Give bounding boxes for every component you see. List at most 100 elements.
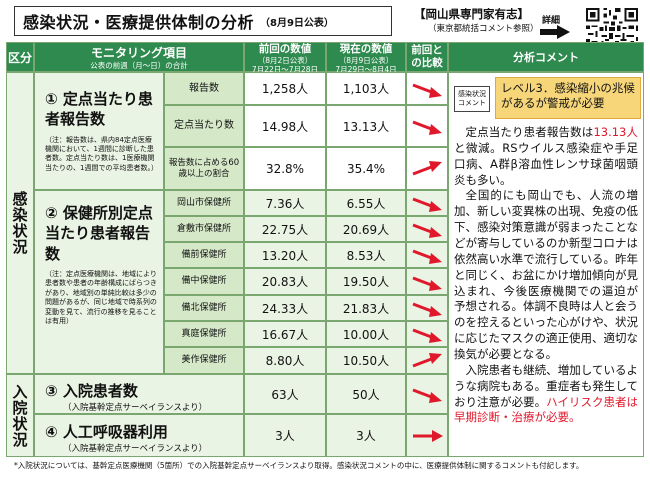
hc-row-trend bbox=[406, 190, 448, 216]
trend-down-arrow-icon bbox=[412, 302, 442, 317]
item3-cell: ③ 入院患者数 （入院基幹定点サーベイランスより） bbox=[34, 374, 244, 414]
row3-trend bbox=[406, 147, 448, 190]
col-header-curr-date: （8月9日公表） bbox=[338, 55, 394, 65]
trend-up-arrow-icon bbox=[412, 160, 442, 175]
page-title-box: 感染状況・医療提供体制の分析 （8月9日公表） bbox=[14, 6, 392, 36]
publish-date: （8月9日公表） bbox=[260, 17, 334, 29]
hc-row-curr: 21.83人 bbox=[326, 295, 406, 321]
analysis-comment-cell bbox=[448, 72, 644, 457]
trend-flat-arrow-icon bbox=[413, 429, 443, 442]
hc-row-prev: 7.36人 bbox=[244, 190, 326, 216]
row1-label: 報告数 bbox=[164, 72, 244, 105]
trend-down-arrow-icon bbox=[412, 249, 442, 264]
row2-prev: 14.98人 bbox=[244, 105, 326, 147]
col-header-curr: 現在の数値 （8月9日公表） 7月29日～8月4日 bbox=[326, 42, 406, 74]
page-title: 感染状況・医療提供体制の分析 bbox=[23, 13, 255, 32]
comment-p1-highlight: 13.13人 bbox=[593, 125, 638, 139]
trend-up-arrow-icon bbox=[412, 352, 442, 367]
hc-row-prev: 16.67人 bbox=[244, 321, 326, 347]
source-subtitle: （東京都統括コメント参照） bbox=[428, 24, 539, 34]
hc-row-trend bbox=[406, 242, 448, 268]
row1-curr: 1,103人 bbox=[326, 72, 406, 105]
trend-down-arrow-icon bbox=[412, 83, 442, 98]
hc-row-label: 備中保健所 bbox=[164, 268, 244, 295]
section-infection: 感染状況 bbox=[6, 72, 34, 374]
hc-row-label: 備北保健所 bbox=[164, 295, 244, 321]
comment-paragraph-3: 入院患者も継続、増加しているような病院もある。重症者も発生しており注意が必要。ハ… bbox=[454, 363, 638, 426]
trend-down-arrow-icon bbox=[412, 276, 442, 291]
hc-row-trend bbox=[406, 268, 448, 295]
hc-row-curr: 10.50人 bbox=[326, 347, 406, 374]
hc-row-label: 倉敷市保健所 bbox=[164, 216, 244, 242]
level-tag: 感染状況コメント bbox=[454, 86, 490, 112]
trend-down-arrow-icon bbox=[412, 223, 442, 238]
hospitalized-trend bbox=[406, 374, 448, 414]
item1-cell: ① 定点当たり患者報告数 （注：報告数は、県内84定点医療機関において、1週間に… bbox=[34, 72, 164, 190]
row3-curr: 35.4% bbox=[326, 147, 406, 190]
item3-title: ③ 入院患者数 bbox=[45, 382, 138, 400]
item4-title: ④ 人工呼吸器利用 bbox=[45, 423, 168, 441]
item4-note: （入院基幹定点サーベイランスより） bbox=[63, 444, 208, 454]
row2-label: 定点当たり数 bbox=[164, 105, 244, 147]
hc-row-trend bbox=[406, 295, 448, 321]
hospitalized-prev: 63人 bbox=[244, 374, 326, 414]
section-hospital: 入院状況 bbox=[6, 374, 34, 457]
hc-row-curr: 10.00人 bbox=[326, 321, 406, 347]
row1-prev: 1,258人 bbox=[244, 72, 326, 105]
trend-down-arrow-icon bbox=[412, 120, 442, 135]
item3-note: （入院基幹定点サーベイランスより） bbox=[63, 403, 208, 413]
ventilator-trend bbox=[406, 414, 448, 457]
col-header-item-title: モニタリング項目 bbox=[90, 46, 187, 60]
analysis-comment-text: 定点当たり患者報告数は13.13人と微減。RSウイルス感染症や手足口病、A群β溶… bbox=[454, 125, 638, 426]
detail-label[interactable]: 詳細 bbox=[542, 16, 561, 26]
hc-row-label: 真庭保健所 bbox=[164, 321, 244, 347]
col-header-item-sub: 公表の前週（月～日）の合計 bbox=[90, 61, 188, 70]
col-header-compare: 前回との比較 bbox=[406, 42, 448, 72]
item2-note: （注：定点医療機関は、地域により患者数や患者の年齢構成にばらつきがあり、地域別の… bbox=[45, 269, 157, 325]
hc-row-curr: 20.69人 bbox=[326, 216, 406, 242]
hc-row-trend bbox=[406, 216, 448, 242]
hc-row-curr: 6.55人 bbox=[326, 190, 406, 216]
col-header-item: モニタリング項目 公表の前週（月～日）の合計 bbox=[34, 42, 244, 72]
hc-row-label: 岡山市保健所 bbox=[164, 190, 244, 216]
hc-row-label: 備前保健所 bbox=[164, 242, 244, 268]
arrow-right-icon[interactable] bbox=[540, 25, 570, 39]
hc-row-prev: 20.83人 bbox=[244, 268, 326, 295]
comment-paragraph-2: 全国的にも岡山でも、人流の増加、新しい変異株の出現、免疫の低下、感染対策意識が弱… bbox=[454, 188, 638, 362]
hc-row-prev: 8.80人 bbox=[244, 347, 326, 374]
col-header-category: 区分 bbox=[6, 42, 34, 72]
source-title: 【岡山県専門家有志】 bbox=[414, 7, 529, 21]
comment-p1-text: 定点当たり患者報告数は bbox=[465, 125, 594, 139]
hc-row-curr: 19.50人 bbox=[326, 268, 406, 295]
col-header-comment: 分析コメント bbox=[448, 42, 644, 72]
footnote: *入院状況については、基幹定点医療機関（5箇所）での入院基幹定点サーベイランスよ… bbox=[14, 461, 584, 470]
item2-cell: ② 保健所別定点当たり患者報告数 （注：定点医療機関は、地域により患者数や患者の… bbox=[34, 190, 164, 374]
hospitalized-curr: 50人 bbox=[326, 374, 406, 414]
hc-row-prev: 24.33人 bbox=[244, 295, 326, 321]
item2-title: ② 保健所別定点当たり患者報告数 bbox=[45, 204, 153, 263]
hc-row-trend bbox=[406, 321, 448, 347]
item4-cell: ④ 人工呼吸器利用 （入院基幹定点サーベイランスより） bbox=[34, 414, 244, 457]
hc-row-trend bbox=[406, 347, 448, 374]
item1-note: （注：報告数は、県内84定点医療機関において、1週間に診断した患者数。定点当たり… bbox=[45, 135, 158, 172]
hc-row-label: 美作保健所 bbox=[164, 347, 244, 374]
comment-paragraph-1: 定点当たり患者報告数は13.13人と微減。RSウイルス感染症や手足口病、A群β溶… bbox=[454, 125, 638, 188]
monitoring-table: 区分 モニタリング項目 公表の前週（月～日）の合計 前回の数値 （8月2日公表）… bbox=[6, 42, 644, 457]
row2-curr: 13.13人 bbox=[326, 105, 406, 147]
ventilator-curr: 3人 bbox=[326, 414, 406, 457]
comment-p3-highlight: ハイリスク患者は早期診断・治療が必要。 bbox=[454, 394, 638, 425]
hc-row-prev: 13.20人 bbox=[244, 242, 326, 268]
row1-trend bbox=[406, 72, 448, 105]
item1-title: ① 定点当たり患者報告数 bbox=[45, 90, 153, 129]
hc-row-curr: 8.53人 bbox=[326, 242, 406, 268]
col-header-curr-range: 7月29日～8月4日 bbox=[335, 64, 397, 74]
row3-label: 報告数に占める60歳以上の割合 bbox=[164, 147, 244, 190]
section-hospital-label: 入院状況 bbox=[10, 383, 29, 448]
trend-down-arrow-icon bbox=[412, 197, 442, 212]
col-header-curr-title: 現在の数値 bbox=[339, 42, 393, 55]
hc-row-prev: 22.75人 bbox=[244, 216, 326, 242]
trend-down-arrow-icon bbox=[412, 388, 442, 403]
trend-down-arrow-icon bbox=[412, 328, 442, 343]
comment-p1-text-2: と微減。RSウイルス感染症や手足口病、A群β溶血性レンサ球菌咽頭炎も多い。 bbox=[454, 140, 638, 187]
ventilator-prev: 3人 bbox=[244, 414, 326, 457]
